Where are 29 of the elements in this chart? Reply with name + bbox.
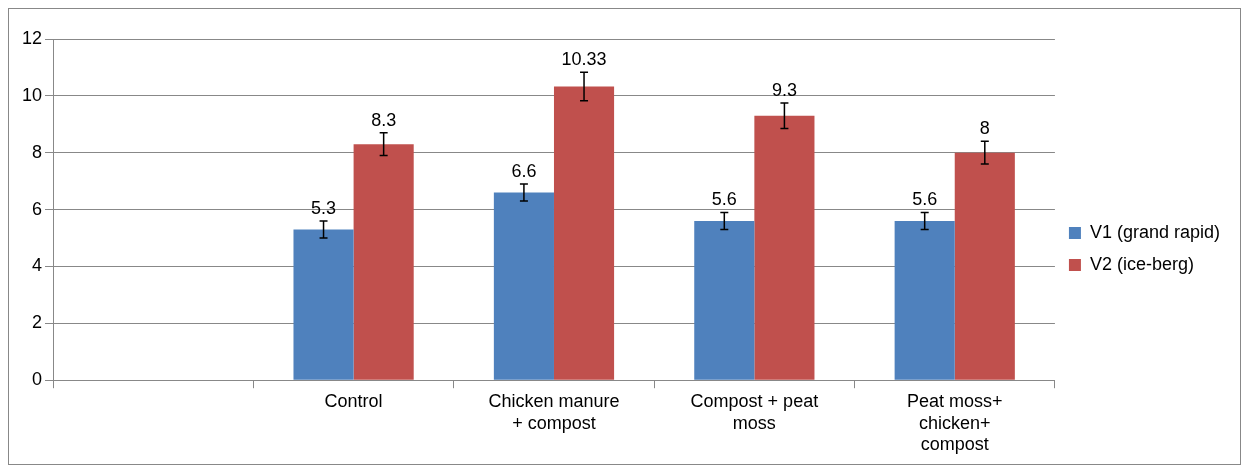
data-label: 5.6 (912, 189, 938, 210)
data-label: 5.3 (311, 197, 337, 218)
bar (493, 192, 554, 380)
data-label: 5.6 (711, 189, 737, 210)
data-label: 8 (979, 118, 990, 139)
x-tick-label: Peat moss+ chicken+ compost (906, 390, 1003, 455)
data-label: 10.33 (561, 49, 607, 70)
y-tick-label: 4 (32, 255, 43, 276)
bar (293, 229, 354, 380)
x-tick-label: Chicken manure + compost (488, 390, 620, 433)
y-tick-label: 10 (21, 84, 43, 105)
data-label: 6.6 (511, 160, 537, 181)
y-tick-label: 12 (21, 27, 43, 48)
data-label: 9.3 (771, 79, 797, 100)
legend-label: V2 (ice-berg) (1089, 253, 1194, 274)
data-label: 8.3 (371, 109, 397, 130)
bar (754, 115, 815, 380)
bar (954, 152, 1015, 380)
y-tick-label: 8 (32, 141, 43, 162)
y-tick-label: 2 (32, 312, 43, 333)
bar (553, 86, 615, 380)
y-tick-label: 0 (32, 369, 43, 390)
x-tick-label: Control (324, 390, 383, 411)
y-tick-label: 6 (32, 198, 43, 219)
bar (894, 220, 955, 380)
bar (694, 220, 755, 380)
x-tick-label: Compost + peat moss (690, 390, 819, 433)
legend-label: V1 (grand rapid) (1089, 221, 1221, 242)
bar (353, 144, 414, 380)
